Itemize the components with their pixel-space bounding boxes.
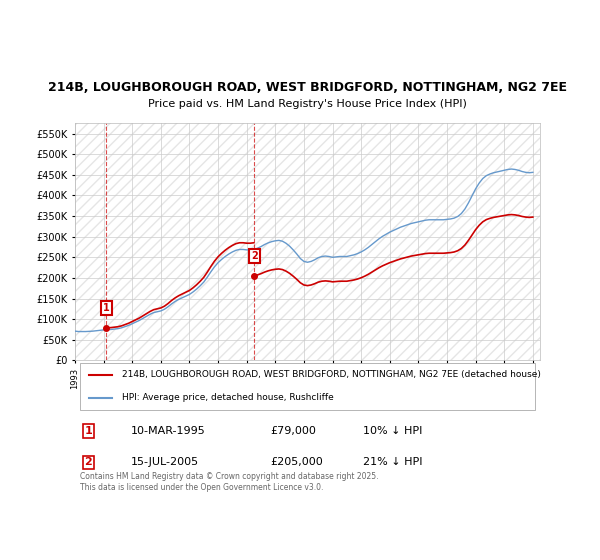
FancyBboxPatch shape xyxy=(80,363,535,409)
Text: 2: 2 xyxy=(84,457,92,467)
Text: 214B, LOUGHBOROUGH ROAD, WEST BRIDGFORD, NOTTINGHAM, NG2 7EE (detached house): 214B, LOUGHBOROUGH ROAD, WEST BRIDGFORD,… xyxy=(121,370,541,380)
Text: HPI: Average price, detached house, Rushcliffe: HPI: Average price, detached house, Rush… xyxy=(121,393,333,402)
Text: 1: 1 xyxy=(103,304,110,314)
Text: 2: 2 xyxy=(251,251,258,262)
Text: 10% ↓ HPI: 10% ↓ HPI xyxy=(364,426,422,436)
Text: £79,000: £79,000 xyxy=(270,426,316,436)
Text: Contains HM Land Registry data © Crown copyright and database right 2025.
This d: Contains HM Land Registry data © Crown c… xyxy=(80,472,378,492)
Text: £205,000: £205,000 xyxy=(270,457,323,467)
Text: 10-MAR-1995: 10-MAR-1995 xyxy=(131,426,206,436)
Text: Price paid vs. HM Land Registry's House Price Index (HPI): Price paid vs. HM Land Registry's House … xyxy=(148,99,467,109)
Text: 15-JUL-2005: 15-JUL-2005 xyxy=(131,457,199,467)
Text: 21% ↓ HPI: 21% ↓ HPI xyxy=(364,457,423,467)
Text: 214B, LOUGHBOROUGH ROAD, WEST BRIDGFORD, NOTTINGHAM, NG2 7EE: 214B, LOUGHBOROUGH ROAD, WEST BRIDGFORD,… xyxy=(48,81,567,94)
Text: 1: 1 xyxy=(84,426,92,436)
